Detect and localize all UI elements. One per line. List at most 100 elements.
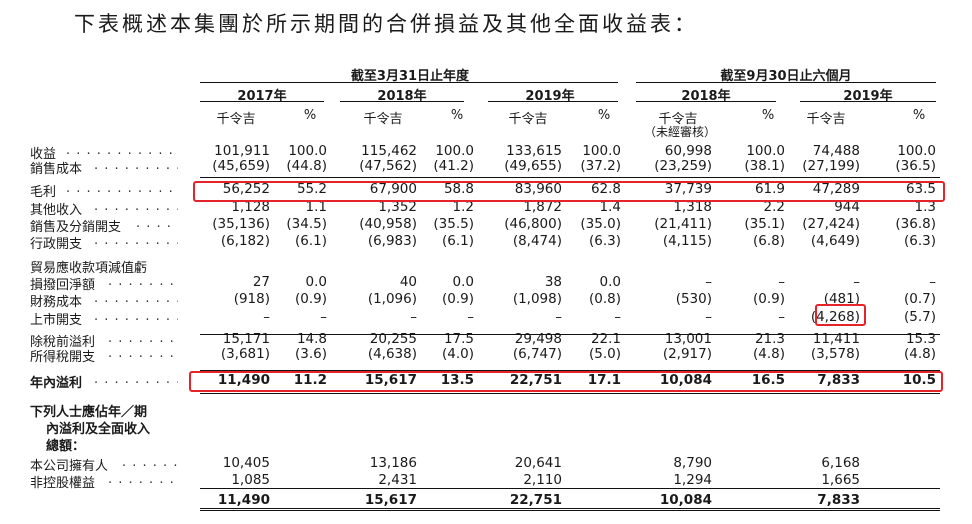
cell-cost-of-sales: (27,199) bbox=[802, 158, 860, 174]
cell-profit-before-tax: 11,411 bbox=[812, 331, 860, 347]
annual-group-rule bbox=[200, 82, 618, 83]
row-label-admin-expenses: 行政開支 bbox=[30, 237, 83, 252]
cell-finance-costs: (1,096) bbox=[367, 291, 417, 307]
row-label-income-tax: 所得稅開支 bbox=[30, 350, 96, 365]
cell-listing-expenses: – bbox=[778, 309, 785, 325]
cell-profit-for-year: 22,751 bbox=[509, 372, 562, 388]
attribution-row-label: 非控股權益 bbox=[30, 476, 96, 491]
cell-listing-expenses: – bbox=[320, 309, 327, 325]
percent-header: % bbox=[450, 108, 464, 123]
cell-listing-expenses: (4,268) bbox=[810, 309, 860, 325]
cell-revenue: 100.0 bbox=[582, 143, 621, 159]
cell-revenue: 74,488 bbox=[812, 143, 860, 159]
cell-revenue: 100.0 bbox=[746, 143, 785, 159]
cell-profit-before-tax: 15,171 bbox=[222, 331, 270, 347]
interim-year-2019: 2019年 bbox=[843, 89, 893, 104]
cell-other-income: 944 bbox=[834, 199, 860, 215]
cell-finance-costs: (0.9) bbox=[294, 291, 327, 307]
cell-revenue: 100.0 bbox=[288, 143, 327, 159]
cell-cost-of-sales: (47,562) bbox=[359, 158, 417, 174]
attribution-cell: 1,294 bbox=[673, 472, 712, 488]
cell-gross-profit: 67,900 bbox=[369, 181, 417, 197]
cost-rule bbox=[200, 177, 940, 178]
cell-impairment-line2: 38 bbox=[544, 274, 562, 290]
cell-admin-expenses: (6.3) bbox=[588, 233, 621, 249]
header-interim-group: 截至9月30日止六個月 bbox=[720, 69, 852, 84]
cell-profit-for-year: 10,084 bbox=[659, 372, 712, 388]
leader-dots: . . . . . . . . . . . . bbox=[122, 455, 178, 470]
cell-cost-of-sales: (23,259) bbox=[654, 158, 712, 174]
cell-gross-profit: 55.2 bbox=[296, 181, 327, 197]
year-2018-rule bbox=[340, 101, 464, 102]
attribution-cell: 1,665 bbox=[821, 472, 860, 488]
leader-dots: . . . . . . . . . . . . . . . . . . bbox=[136, 216, 178, 231]
attribution-label-2: 內溢利及全面收入 bbox=[46, 422, 151, 437]
unit-header: 千令吉 bbox=[216, 112, 256, 127]
cell-income-tax: (3,681) bbox=[220, 346, 270, 362]
unaudited-note: （未經審核） bbox=[643, 125, 716, 139]
row-label-profit-before-tax: 除稅前溢利 bbox=[30, 335, 96, 350]
cell-income-tax: (3.6) bbox=[294, 346, 327, 362]
leader-dots: . . . . . . . . . . . . . . . . . . bbox=[108, 346, 178, 361]
cell-cost-of-sales: (36.5) bbox=[895, 158, 936, 174]
cell-selling-distribution: (35.0) bbox=[580, 216, 621, 232]
cell-impairment-line2: 27 bbox=[252, 274, 270, 290]
cell-income-tax: (4.0) bbox=[441, 346, 474, 362]
leader-dots: . . . . . . . . . . . . . . . . . . bbox=[94, 309, 178, 324]
cell-income-tax: (4,638) bbox=[367, 346, 417, 362]
cell-profit-before-tax: 14.8 bbox=[296, 331, 327, 347]
attribution-total-cell: 11,490 bbox=[217, 492, 270, 508]
leader-dots: . . . . . . . . . . . . . . . . . . bbox=[94, 233, 178, 248]
cell-listing-expenses: (5.7) bbox=[903, 309, 936, 325]
cell-profit-for-year: 15,617 bbox=[364, 372, 417, 388]
cell-profit-for-year: 13.5 bbox=[440, 372, 474, 388]
cell-selling-distribution: (36.8) bbox=[895, 216, 936, 232]
attribution-row-label: 本公司擁有人 bbox=[30, 459, 109, 474]
cell-income-tax: (5.0) bbox=[588, 346, 621, 362]
percent-header: % bbox=[912, 108, 926, 123]
cell-listing-expenses: – bbox=[705, 309, 712, 325]
cell-listing-expenses: – bbox=[467, 309, 474, 325]
cell-gross-profit: 37,739 bbox=[664, 181, 712, 197]
cell-revenue: 101,911 bbox=[214, 143, 270, 159]
cell-listing-expenses: – bbox=[614, 309, 621, 325]
cell-gross-profit: 47,289 bbox=[812, 181, 860, 197]
cell-finance-costs: (0.9) bbox=[441, 291, 474, 307]
cell-impairment-line2: 40 bbox=[399, 274, 417, 290]
attribution-cell: 10,405 bbox=[222, 455, 270, 471]
cell-gross-profit: 83,960 bbox=[514, 181, 562, 197]
cell-profit-for-year: 17.1 bbox=[587, 372, 621, 388]
cell-finance-costs: (481) bbox=[823, 291, 860, 307]
leader-dots: . . . . . . . . . . . . . . . . . . bbox=[94, 291, 178, 306]
leader-dots: . . . . . . . . . . . . . . . . . . bbox=[66, 143, 178, 158]
cell-impairment-line2: 0.0 bbox=[452, 274, 474, 290]
cell-admin-expenses: (6.1) bbox=[441, 233, 474, 249]
cell-admin-expenses: (6.3) bbox=[903, 233, 936, 249]
profit-for-year-highlight bbox=[189, 371, 943, 392]
cell-selling-distribution: (27,424) bbox=[802, 216, 860, 232]
cell-finance-costs: (0.7) bbox=[903, 291, 936, 307]
header-annual-group: 截至3月31日止年度 bbox=[350, 69, 470, 84]
cell-profit-before-tax: 21.3 bbox=[754, 331, 785, 347]
interim-year-2019-rule bbox=[800, 101, 936, 102]
interim-group-rule bbox=[636, 82, 936, 83]
attribution-total-cell: 15,617 bbox=[364, 492, 417, 508]
cell-other-income: 1,352 bbox=[378, 199, 417, 215]
cell-selling-distribution: (34.5) bbox=[286, 216, 327, 232]
cell-revenue: 100.0 bbox=[435, 143, 474, 159]
cell-other-income: 1.2 bbox=[452, 199, 474, 215]
cell-profit-for-year: 16.5 bbox=[751, 372, 785, 388]
percent-header: % bbox=[597, 108, 611, 123]
cell-profit-before-tax: 29,498 bbox=[514, 331, 562, 347]
cell-revenue: 60,998 bbox=[664, 143, 712, 159]
cell-profit-before-tax: 15.3 bbox=[905, 331, 936, 347]
leader-dots: . . . . . . . . . . . . . . . . . . bbox=[94, 372, 178, 387]
cell-listing-expenses: – bbox=[555, 309, 562, 325]
cell-admin-expenses: (6,983) bbox=[367, 233, 417, 249]
row-label-cost-of-sales: 銷售成本 bbox=[30, 162, 83, 177]
cell-gross-profit: 61.9 bbox=[754, 181, 785, 197]
listing-expense-highlight bbox=[815, 304, 866, 326]
row-label-selling-distribution: 銷售及分銷開支 bbox=[30, 220, 122, 235]
cell-profit-before-tax: 17.5 bbox=[443, 331, 474, 347]
